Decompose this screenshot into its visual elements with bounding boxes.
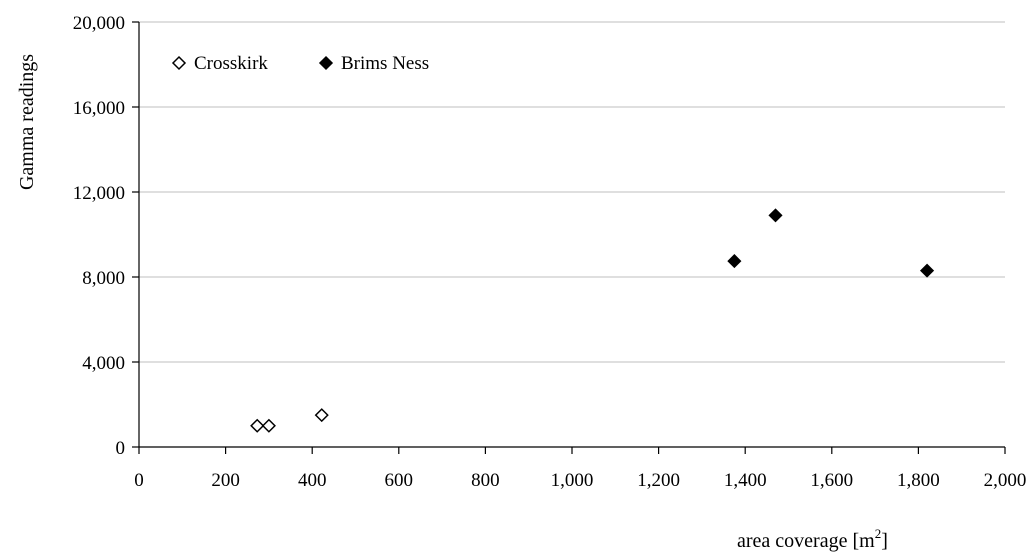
y-tick-label-3: 12,000 (73, 183, 125, 204)
axes (132, 21, 1006, 454)
point-brims-ness-2 (919, 263, 935, 278)
legend: Crosskirk Brims Ness (171, 53, 429, 74)
x-tick-label-0: 0 (134, 470, 144, 491)
y-axis-title: Gamma readings (16, 54, 38, 190)
y-tick-label-1: 4,000 (82, 353, 125, 374)
tick-labels: 0 4,000 8,000 12,000 16,000 20,000 0 200 400 600 8… (73, 13, 1027, 491)
legend-marker-brims-ness (318, 55, 334, 71)
point-crosskirk-1 (261, 418, 276, 433)
x-axis-title: area coverage [m2] (737, 526, 888, 552)
legend-item-crosskirk: Crosskirk (171, 53, 268, 74)
x-tick-label-7: 1,400 (724, 470, 767, 491)
x-tick-label-4: 800 (471, 470, 500, 491)
x-tick-label-3: 600 (385, 470, 414, 491)
gridlines (139, 21, 1005, 363)
x-tick-label-6: 1,200 (637, 470, 680, 491)
x-tick-label-9: 1,800 (897, 470, 940, 491)
point-brims-ness-0 (727, 254, 742, 269)
x-tick-label-5: 1,000 (551, 470, 594, 491)
y-tick-label-0: 0 (116, 438, 126, 459)
legend-marker-crosskirk (171, 55, 187, 71)
x-tick-label-2: 400 (298, 470, 327, 491)
y-tick-label-4: 16,000 (73, 98, 125, 119)
point-brims-ness-1 (768, 208, 783, 223)
x-axis-title-suffix: ] (881, 530, 888, 552)
legend-label-crosskirk: Crosskirk (194, 53, 268, 74)
x-axis-title-main: area coverage [m (737, 530, 875, 552)
data-points (250, 208, 935, 433)
y-tick-label-2: 8,000 (82, 268, 125, 289)
x-axis-title-superscript: 2 (875, 526, 882, 541)
point-crosskirk-0 (250, 418, 265, 433)
y-tick-label-5: 20,000 (73, 13, 125, 34)
legend-label-brims-ness: Brims Ness (341, 53, 429, 74)
point-crosskirk-2 (314, 408, 329, 423)
x-tick-label-10: 2,000 (984, 470, 1027, 491)
legend-item-brims-ness: Brims Ness (318, 53, 429, 74)
x-tick-label-1: 200 (211, 470, 240, 491)
x-tick-label-8: 1,600 (810, 470, 853, 491)
